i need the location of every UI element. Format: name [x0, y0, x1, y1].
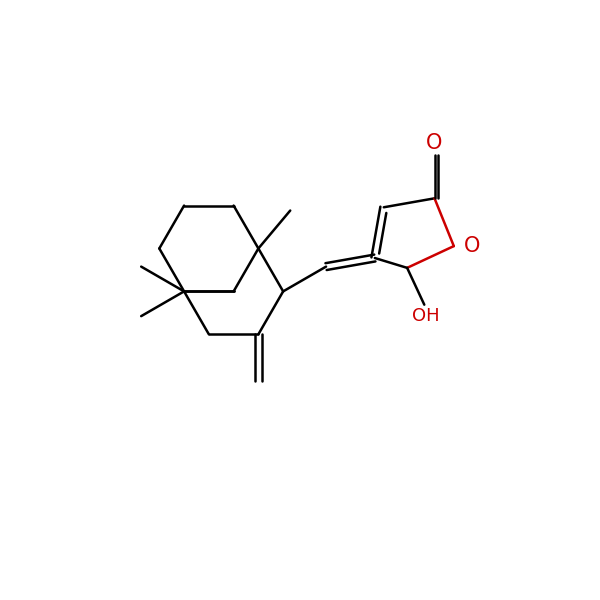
- Text: O: O: [464, 236, 480, 256]
- Text: O: O: [427, 133, 443, 153]
- Text: OH: OH: [412, 307, 440, 325]
